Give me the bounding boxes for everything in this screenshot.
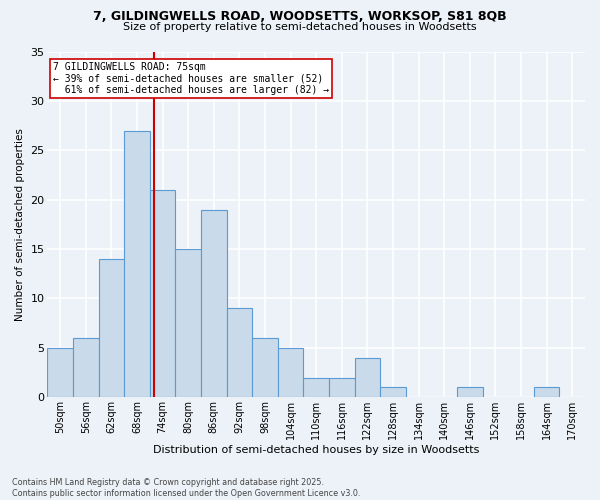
Text: 7 GILDINGWELLS ROAD: 75sqm
← 39% of semi-detached houses are smaller (52)
  61% : 7 GILDINGWELLS ROAD: 75sqm ← 39% of semi… <box>53 62 329 95</box>
Bar <box>201 210 227 398</box>
Bar <box>534 388 559 398</box>
Bar <box>329 378 355 398</box>
Bar <box>47 348 73 398</box>
Bar <box>278 348 304 398</box>
Text: 7, GILDINGWELLS ROAD, WOODSETTS, WORKSOP, S81 8QB: 7, GILDINGWELLS ROAD, WOODSETTS, WORKSOP… <box>93 10 507 23</box>
Bar <box>98 259 124 398</box>
Bar <box>355 358 380 398</box>
Text: Size of property relative to semi-detached houses in Woodsetts: Size of property relative to semi-detach… <box>123 22 477 32</box>
Text: Contains HM Land Registry data © Crown copyright and database right 2025.
Contai: Contains HM Land Registry data © Crown c… <box>12 478 361 498</box>
Bar <box>457 388 482 398</box>
Bar <box>380 388 406 398</box>
Bar <box>150 190 175 398</box>
X-axis label: Distribution of semi-detached houses by size in Woodsetts: Distribution of semi-detached houses by … <box>153 445 479 455</box>
Bar <box>124 130 150 398</box>
Bar <box>252 338 278 398</box>
Y-axis label: Number of semi-detached properties: Number of semi-detached properties <box>15 128 25 321</box>
Bar <box>175 249 201 398</box>
Bar <box>73 338 98 398</box>
Bar <box>304 378 329 398</box>
Bar <box>227 308 252 398</box>
